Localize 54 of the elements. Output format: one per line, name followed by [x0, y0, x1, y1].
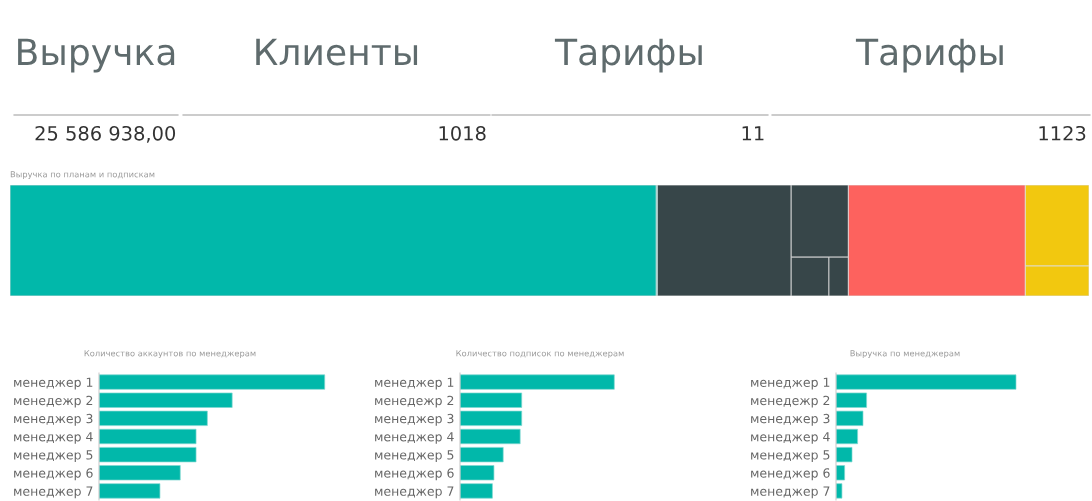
bar — [836, 483, 843, 499]
bar — [99, 374, 326, 390]
bar — [836, 465, 845, 481]
bar — [99, 465, 181, 481]
chart-title: Количество подписок по менеджерам — [456, 350, 624, 359]
y-tick-label: менедежр 2 — [375, 395, 454, 408]
text: Клиенты — [256, 38, 418, 66]
y-tick-label: менеджер 6 — [751, 468, 830, 481]
y-tick-label: менеджер 6 — [14, 468, 93, 481]
y-tick-label: менедежр 2 — [14, 395, 93, 408]
y-tick-label: менедежр 2 — [751, 395, 830, 408]
bar — [460, 392, 523, 408]
bar — [836, 428, 858, 445]
y-tick-label: менеджер 1 — [14, 377, 93, 390]
bar — [99, 428, 197, 445]
text: Выручка по планам и подпискам — [10, 171, 155, 180]
y-tick-label: менеджер 5 — [375, 450, 454, 462]
y-tick-label: менеджер 1 — [375, 377, 454, 390]
bar — [460, 428, 521, 445]
text: 1123 — [1039, 125, 1086, 141]
bar — [99, 410, 208, 426]
y-tick-label: менеджер 1 — [751, 377, 830, 390]
y-tick-label: менеджер 4 — [375, 432, 454, 444]
y-tick-label: менеджер 3 — [14, 413, 93, 426]
y-tick-label: менеджер 5 — [751, 450, 830, 462]
text: 1018 — [439, 125, 486, 141]
y-tick-label: менеджер 3 — [751, 413, 830, 426]
bar — [836, 392, 867, 408]
bar — [836, 410, 864, 426]
bar — [99, 392, 233, 408]
y-tick-label: менеджер 3 — [375, 413, 454, 426]
text: Выручка — [18, 38, 175, 73]
text: Тарифы — [855, 38, 1003, 73]
text: Тарифы — [554, 38, 702, 73]
bar — [460, 374, 615, 390]
y-tick-label: менеджер 7 — [14, 486, 93, 499]
y-tick-label: менеджер 6 — [375, 468, 454, 481]
y-tick-label: менеджер 4 — [14, 432, 93, 444]
y-tick-label: менеджер 4 — [751, 432, 830, 444]
bar — [99, 447, 197, 463]
chart-title: Выручка по менеджерам — [850, 350, 960, 359]
bar — [460, 410, 523, 426]
bar — [460, 483, 493, 499]
bar — [836, 374, 1017, 390]
bar — [836, 447, 853, 463]
text: 25 586 938,00 — [35, 125, 176, 143]
bar — [99, 483, 161, 499]
y-tick-label: менеджер 5 — [14, 450, 93, 462]
y-tick-label: менеджер 7 — [375, 486, 454, 499]
chart-title: Количество аккаунтов по менеджерам — [84, 350, 256, 359]
y-tick-label: менеджер 7 — [751, 486, 830, 499]
bar — [460, 465, 495, 481]
text: 11 — [742, 126, 764, 141]
bar — [460, 447, 504, 463]
